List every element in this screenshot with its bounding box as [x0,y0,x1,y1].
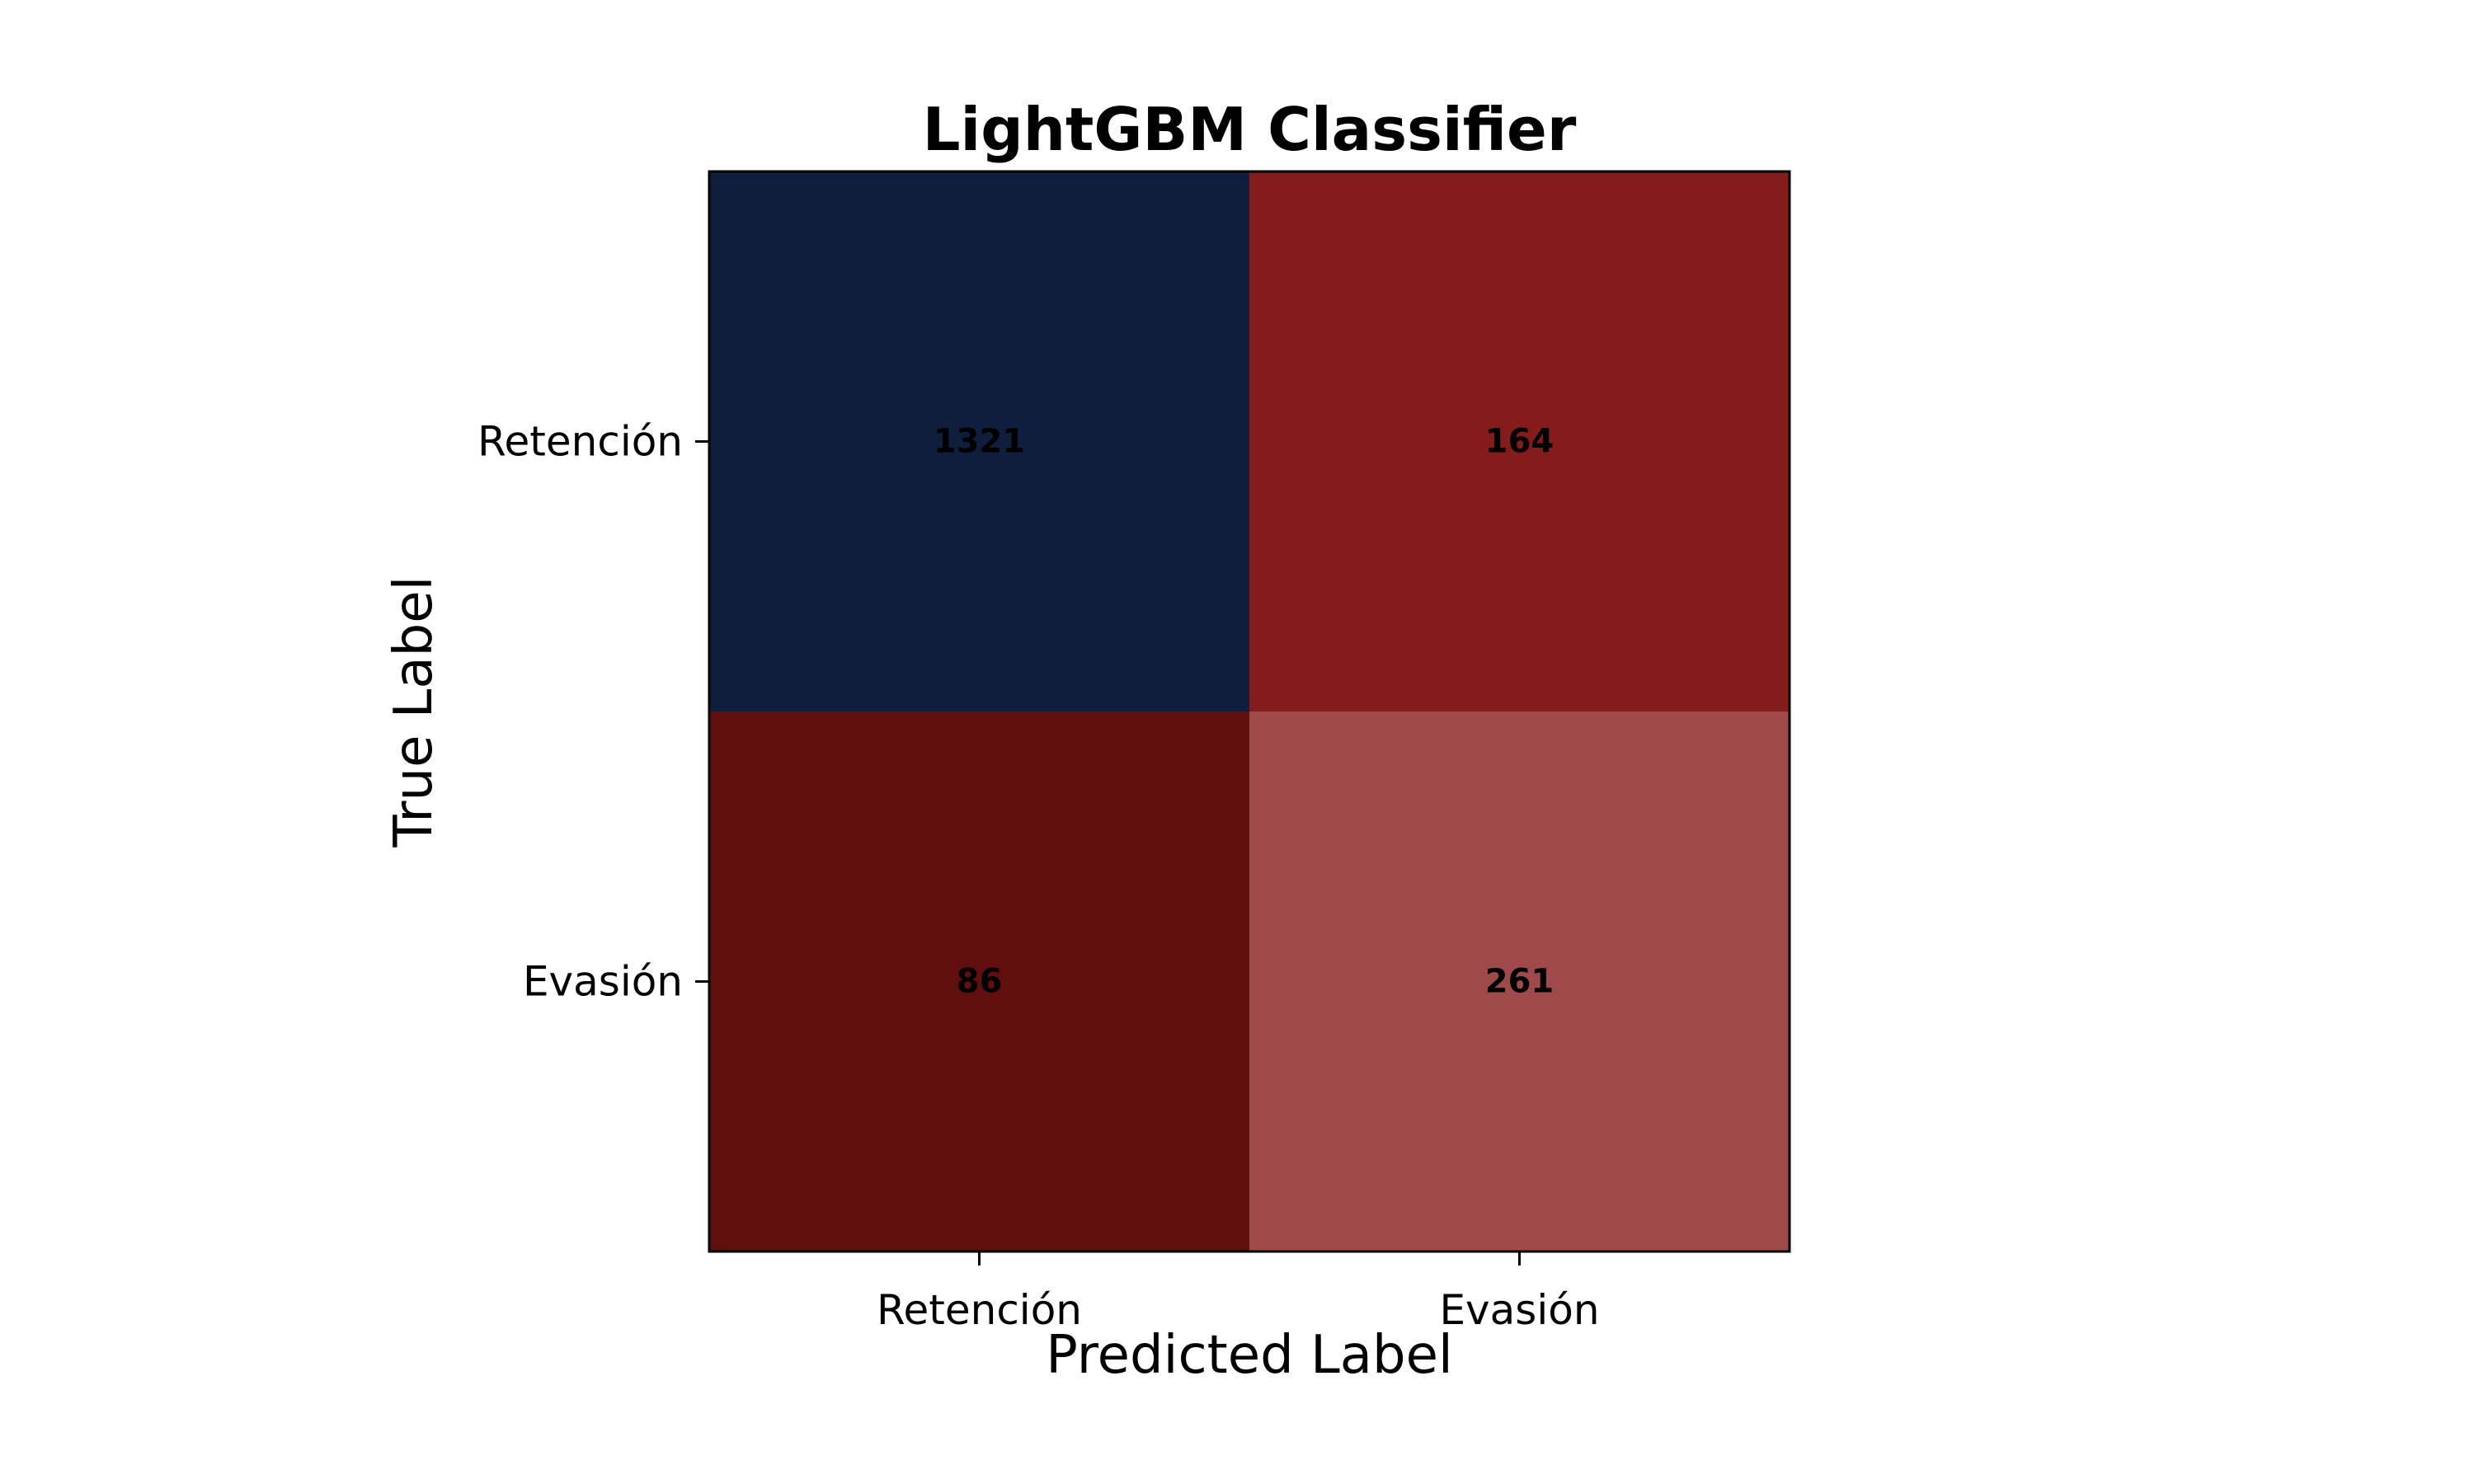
chart-title: LightGBM Classifier [923,95,1577,164]
y-tick-label: Evasión [523,958,683,1006]
y-tick-label: Retención [477,418,683,466]
x-tick-label: Retención [877,1286,1082,1334]
cell-value-label: 86 [957,963,1003,1001]
heatmap-cell-evasion-retencion [709,711,1250,1252]
cell-value-labels: 1321 164 86 261 [934,423,1554,1001]
cell-value-label: 1321 [934,423,1025,461]
heatmap-cell-evasion-evasion [1249,711,1790,1252]
x-axis-label: Predicted Label [1046,1325,1452,1386]
y-axis-label: True Label [383,576,444,848]
cell-value-label: 261 [1485,963,1554,1001]
heatmap-cell-retencion-evasion [1249,171,1790,712]
cell-value-label: 164 [1485,423,1554,461]
axis-ticks [695,440,1521,1266]
heatmap-cells [709,171,1790,1252]
axis-tick-labels: Retención Evasión Retención Evasión [477,418,1600,1335]
plot-frame [708,170,1791,1253]
heatmap-cell-retencion-retencion [709,171,1250,712]
x-tick-label: Evasión [1439,1286,1599,1334]
